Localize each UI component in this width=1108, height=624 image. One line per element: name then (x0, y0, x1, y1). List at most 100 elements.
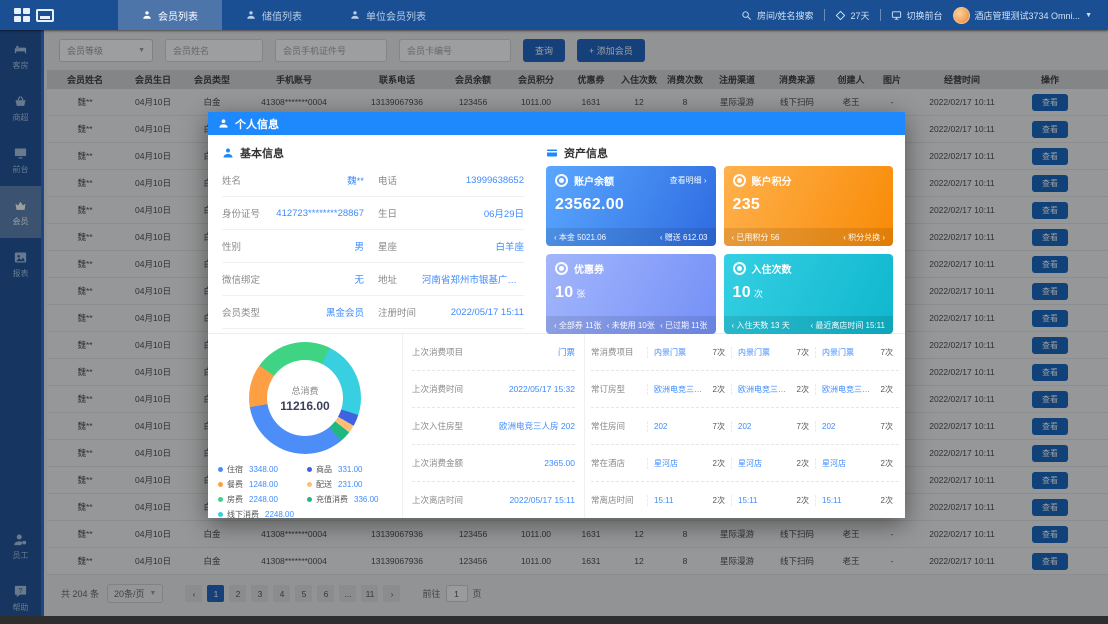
member-phone-input[interactable] (275, 39, 387, 62)
page-button[interactable]: 2 (229, 585, 247, 602)
search-button[interactable]: 查询 (523, 39, 566, 62)
prev-page-button[interactable]: ‹ (185, 585, 203, 602)
view-button[interactable]: 查看 (1032, 336, 1068, 354)
stat-value: 2022/05/17 15:11 (509, 495, 575, 505)
sidebar-item-members[interactable]: 会员 (0, 186, 41, 238)
points-exchange-link[interactable]: ‹ 积分兑换 › (843, 232, 885, 242)
view-button[interactable]: 查看 (1032, 309, 1068, 327)
total-count: 共 204 条 (61, 589, 100, 599)
field-row: 会员类型 黑金会员 注册时间 2022/05/17 15:11 (222, 296, 524, 329)
view-button[interactable]: 查看 (1032, 390, 1068, 408)
field-value: 男 (354, 242, 364, 253)
per-page-select[interactable]: 20条/页 ▼ (107, 584, 164, 603)
sidebar-item-reports[interactable]: 报表 (0, 238, 41, 290)
view-button[interactable]: 查看 (1032, 471, 1068, 489)
freq-value: 内景门票 (822, 347, 854, 357)
add-member-button[interactable]: + 添加会员 (577, 39, 645, 62)
view-button[interactable]: 查看 (1032, 120, 1068, 138)
card-foot-left: ‹ 全部券 11张 (554, 320, 602, 330)
chevron-down-icon: ▼ (1085, 11, 1092, 19)
switch-front-desk[interactable]: 切换前台 (891, 9, 943, 22)
page-button[interactable]: 4 (273, 585, 291, 602)
freq-row: 常在酒店 星河店 2次 星河店 2次 星河店 2次 (591, 445, 899, 482)
next-page-button[interactable]: › (383, 585, 401, 602)
page-button[interactable]: ... (339, 585, 357, 602)
tab-unit-member-list[interactable]: 单位会员列表 (326, 0, 450, 30)
search-icon (742, 10, 751, 20)
freq-label: 常在酒店 (591, 458, 626, 468)
sidebar-item-store[interactable]: 商超 (0, 82, 41, 134)
field-value: 魏** (347, 176, 364, 187)
section-label: 资产信息 (564, 148, 608, 160)
freq-value: 15:11 (654, 495, 674, 505)
last-stats-panel: 上次消费项目 门票 上次消费时间 2022/05/17 15:32 上次入住房型… (402, 334, 584, 518)
coupons-card: 优惠券 10 张 ‹ 全部券 11张 ‹ 未使用 10张 ‹ 已过期 11张 (546, 254, 716, 334)
view-button[interactable]: 查看 (1032, 282, 1068, 300)
view-button[interactable]: 查看 (1032, 174, 1068, 192)
card-title: 入住次数 (751, 265, 792, 276)
freq-value: 星河店 (822, 458, 846, 468)
diamond-icon (835, 10, 845, 20)
sidebar-item-help[interactable]: ? 帮助 (0, 572, 41, 624)
legend-value: 336.00 (354, 495, 379, 504)
avatar (952, 6, 970, 24)
page-button[interactable]: 11 (361, 585, 379, 602)
freq-value: 欧洲电竞三人房 (654, 384, 709, 394)
view-detail-link[interactable]: 查看明细 › (669, 176, 707, 185)
view-button[interactable]: 查看 (1032, 525, 1068, 543)
table-row[interactable]: 魏** 04月10日 白金 41308*******0004 131390679… (47, 548, 1108, 575)
view-button[interactable]: 查看 (1032, 93, 1068, 111)
modal-body: 基本信息 姓名 魏** 电话 1 (208, 135, 905, 518)
topbar-right: 房间/姓名搜索 27天 切换前台 酒店管理测试3734 Omni... ▼ (741, 0, 1108, 30)
card-value: 23562.00 (555, 196, 625, 213)
legend-label: 线下消费 (227, 510, 259, 518)
page-suffix: 页 (472, 589, 482, 599)
view-button[interactable]: 查看 (1032, 201, 1068, 219)
tab-stored-value-list[interactable]: 储值列表 (222, 0, 326, 30)
field-label: 地址 (378, 275, 398, 286)
member-name-input[interactable] (165, 39, 263, 62)
view-button[interactable]: 查看 (1032, 498, 1068, 516)
view-button[interactable]: 查看 (1032, 363, 1068, 381)
freq-value: 202 (738, 421, 752, 431)
sidebar-item-staff[interactable]: 员工 (0, 520, 41, 572)
stat-row: 上次消费时间 2022/05/17 15:32 (412, 371, 575, 408)
consumption-chart-panel: 总消费 11216.00 住宿 3348.00 (208, 334, 402, 518)
sidebar-item-frontdesk[interactable]: 前台 (0, 134, 41, 186)
view-button[interactable]: 查看 (1032, 552, 1068, 570)
scan-shortcut[interactable]: 27天 (835, 9, 870, 22)
page-button[interactable]: 5 (295, 585, 313, 602)
sidebar-item-rooms[interactable]: 客房 (0, 30, 41, 82)
stat-label: 上次入住房型 (412, 421, 464, 431)
legend-label: 充值消费 (316, 495, 348, 504)
tab-member-list[interactable]: 会员列表 (118, 0, 222, 30)
user-icon (247, 11, 255, 19)
table-row[interactable]: 魏** 04月10日 白金 41308*******0004 131390679… (47, 89, 1108, 116)
page-button[interactable]: 6 (317, 585, 335, 602)
modal-title: 个人信息 (235, 118, 279, 131)
user-menu[interactable]: 酒店管理测试3734 Omni... ▼ (952, 6, 1092, 24)
page-button[interactable]: 1 (207, 585, 225, 602)
legend-label: 房费 (227, 495, 243, 504)
ring-icon (555, 262, 568, 275)
page-button[interactable]: 3 (251, 585, 269, 602)
field-label: 电话 (378, 176, 398, 187)
view-button[interactable]: 查看 (1032, 417, 1068, 435)
view-button[interactable]: 查看 (1032, 147, 1068, 165)
view-button[interactable]: 查看 (1032, 444, 1068, 462)
legend-item: 商品 331.00 (307, 462, 392, 477)
room-name-search[interactable]: 房间/姓名搜索 (741, 9, 814, 22)
view-button[interactable]: 查看 (1032, 228, 1068, 246)
per-page-value: 20条/页 (114, 589, 145, 599)
view-button[interactable]: 查看 (1032, 255, 1068, 273)
table-row[interactable]: 魏** 04月10日 白金 41308*******0004 131390679… (47, 521, 1108, 548)
frequent-stats-panel: 常消费项目 内景门票 7次 内景门票 7次 内景门票 7次 常订房型 欧洲电竞三人房 2… (584, 334, 905, 518)
sidebar-item-label: 前台 (12, 164, 29, 174)
legend-item: 配送 231.00 (307, 477, 392, 492)
balance-card: 账户余额 查看明细 › 23562.00 ‹ 本金 5021.06 ‹ 赠送 6… (546, 166, 716, 246)
member-level-select[interactable]: 会员等级 ▼ (59, 39, 153, 62)
goto-page-input[interactable] (445, 585, 468, 602)
member-card-input[interactable] (399, 39, 511, 62)
card-title: 优惠券 (574, 265, 604, 276)
chart-legend: 住宿 3348.00 餐费 1248.00 (218, 462, 392, 518)
